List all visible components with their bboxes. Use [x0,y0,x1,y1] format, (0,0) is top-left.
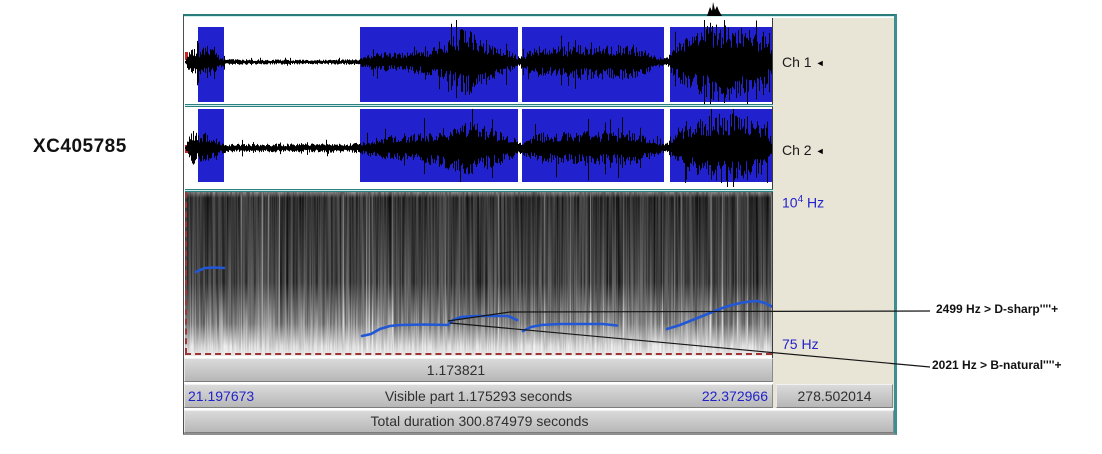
total-duration-text: Total duration 300.874979 seconds [370,413,589,429]
window-start-time: 21.197673 [188,388,255,404]
pitch-contour [360,314,519,338]
channel-1-mute-icon[interactable]: ◄ [815,58,825,68]
info-side-panel: Ch 1 ◄ Ch 2 ◄ 104 Hz 75 Hz [773,18,894,408]
channel-2-mute-icon[interactable]: ◄ [815,146,825,156]
pitch-contour [194,266,226,274]
cursor-mark [185,52,188,60]
visible-part-bar[interactable]: 21.197673 Visible part 1.175293 seconds … [184,384,773,408]
selection-duration-value: 1.173821 [426,362,486,378]
spectrogram-bottom-dashed-edge [185,353,772,355]
freq-top-base: 10 [782,194,798,211]
freq-top-unit: Hz [803,194,825,211]
pitch-annotation-2: 2021 Hz > B-natural''''+ [932,358,1062,372]
time-after-value: 278.502014 [797,388,872,404]
spectrogram-separator [185,189,773,192]
channel-separator [185,104,773,107]
freq-top-exponent: 4 [797,194,804,205]
selection-duration-bar[interactable]: 1.173821 [184,358,773,382]
pitch-annotation-1: 2499 Hz > D-sharp''''+ [936,302,1059,316]
channel-1-label: Ch 1 ◄ [782,54,825,70]
pitch-contour [665,299,772,331]
recording-id-label: XC405785 [33,136,127,157]
pitch-contour [521,322,619,333]
waveform-trace [185,109,772,187]
channel-2-label: Ch 2 ◄ [782,142,825,158]
waveform-trace [185,20,772,104]
waveform-channel-1[interactable] [185,18,772,104]
channel-1-name: Ch 1 [782,54,812,70]
sound-display-area[interactable] [185,18,773,358]
channel-2-name: Ch 2 [782,142,812,158]
spectrogram-min-frequency-label: 75 Hz [782,336,819,352]
visible-part-text: Visible part 1.175293 seconds [384,388,573,404]
spectrogram-left-dashed-edge [185,192,187,354]
sound-editor-window: Ch 1 ◄ Ch 2 ◄ 104 Hz 75 Hz 1.173821 21.197… [183,14,897,435]
spectrogram-max-frequency-label: 104 Hz [782,194,824,211]
spectrogram-panel[interactable] [185,192,772,356]
window-end-time: 22.372966 [701,388,768,404]
total-duration-bar[interactable]: Total duration 300.874979 seconds [184,410,894,433]
waveform-channel-2[interactable] [185,107,772,189]
pitch-contour-overlay [194,266,772,338]
time-after-window-bar[interactable]: 278.502014 [776,384,893,408]
